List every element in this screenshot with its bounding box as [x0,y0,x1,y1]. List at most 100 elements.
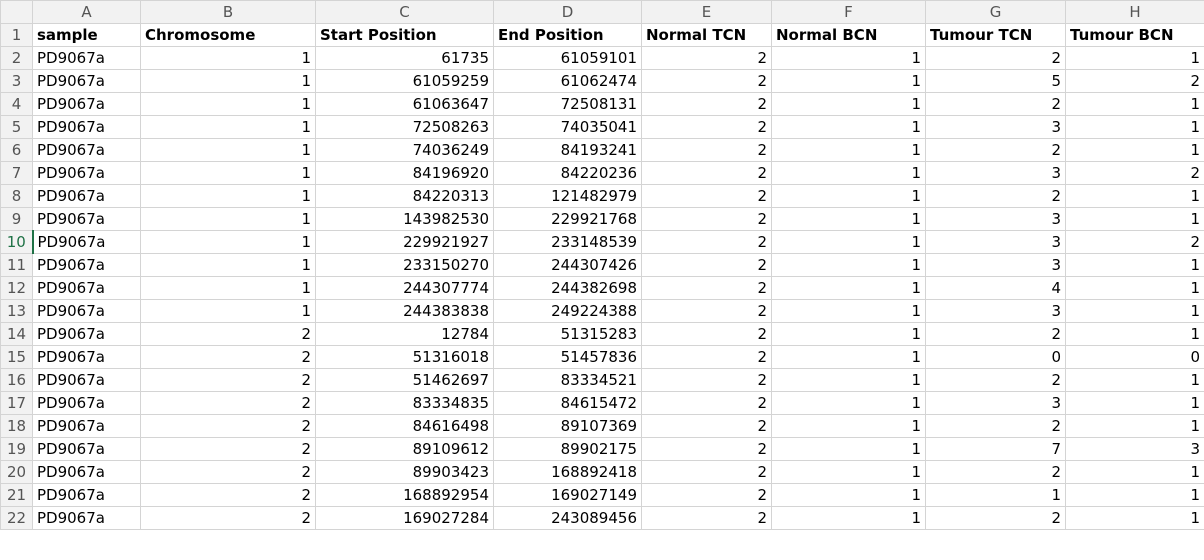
row-number[interactable]: 17 [0,391,33,415]
column-header-f[interactable]: F [771,0,926,24]
data-cell[interactable]: 1 [140,138,316,162]
column-header-b[interactable]: B [140,0,316,24]
data-cell[interactable]: 1 [771,69,926,93]
row-number[interactable]: 21 [0,483,33,507]
data-cell[interactable]: 1 [1065,460,1204,484]
data-cell[interactable]: 83334835 [315,391,494,415]
row-number[interactable]: 6 [0,138,33,162]
data-cell[interactable]: 1 [771,230,926,254]
data-cell[interactable]: 244383838 [315,299,494,323]
column-header-c[interactable]: C [315,0,494,24]
row-number[interactable]: 2 [0,46,33,70]
data-cell[interactable]: 61062474 [493,69,642,93]
data-cell[interactable]: PD9067a [32,299,141,323]
data-cell[interactable]: 2 [925,414,1066,438]
column-title-cell[interactable]: Start Position [315,23,494,47]
row-number[interactable]: 19 [0,437,33,461]
data-cell[interactable]: 143982530 [315,207,494,231]
data-cell[interactable]: 233148539 [493,230,642,254]
data-cell[interactable]: PD9067a [32,345,141,369]
column-header-a[interactable]: A [32,0,141,24]
data-cell[interactable]: 7 [925,437,1066,461]
data-cell[interactable]: 1 [1065,207,1204,231]
data-cell[interactable]: 2 [641,276,772,300]
data-cell[interactable]: 243089456 [493,506,642,530]
data-cell[interactable]: 2 [1065,161,1204,185]
data-cell[interactable]: 2 [641,184,772,208]
data-cell[interactable]: 2 [641,460,772,484]
column-title-cell[interactable]: End Position [493,23,642,47]
data-cell[interactable]: 3 [1065,437,1204,461]
data-cell[interactable]: 1 [771,345,926,369]
data-cell[interactable]: 2 [140,322,316,346]
data-cell[interactable]: 61059101 [493,46,642,70]
data-cell[interactable]: 2 [641,46,772,70]
column-title-cell[interactable]: Tumour BCN [1065,23,1204,47]
data-cell[interactable]: 61735 [315,46,494,70]
data-cell[interactable]: PD9067a [32,92,141,116]
data-cell[interactable]: 3 [925,391,1066,415]
column-title-cell[interactable]: sample [32,23,141,47]
data-cell[interactable]: 1 [771,437,926,461]
data-cell[interactable]: 1 [771,46,926,70]
data-cell[interactable]: PD9067a [32,391,141,415]
data-cell[interactable]: 2 [925,92,1066,116]
data-cell[interactable]: 1 [140,92,316,116]
row-number[interactable]: 15 [0,345,33,369]
row-number[interactable]: 14 [0,322,33,346]
data-cell[interactable]: 233150270 [315,253,494,277]
data-cell[interactable]: 1 [771,115,926,139]
data-cell[interactable]: PD9067a [32,368,141,392]
data-cell[interactable]: 2 [641,414,772,438]
data-cell[interactable]: 2 [641,161,772,185]
data-cell[interactable]: 5 [925,69,1066,93]
data-cell[interactable]: 2 [140,506,316,530]
row-number[interactable]: 3 [0,69,33,93]
data-cell[interactable]: 169027284 [315,506,494,530]
row-number[interactable]: 9 [0,207,33,231]
data-cell[interactable]: PD9067a [32,207,141,231]
data-cell[interactable]: 74036249 [315,138,494,162]
data-cell[interactable]: 1 [140,230,316,254]
data-cell[interactable]: 1 [1065,184,1204,208]
data-cell[interactable]: 84220236 [493,161,642,185]
data-cell[interactable]: 4 [925,276,1066,300]
data-cell[interactable]: 3 [925,161,1066,185]
data-cell[interactable]: 1 [140,184,316,208]
data-cell[interactable]: 2 [140,460,316,484]
data-cell[interactable]: 1 [771,414,926,438]
data-cell[interactable]: 83334521 [493,368,642,392]
data-cell[interactable]: 1 [771,322,926,346]
data-cell[interactable]: 2 [641,322,772,346]
data-cell[interactable]: 1 [1065,299,1204,323]
data-cell[interactable]: 2 [641,368,772,392]
data-cell[interactable]: 61059259 [315,69,494,93]
data-cell[interactable]: 3 [925,230,1066,254]
data-cell[interactable]: 89107369 [493,414,642,438]
data-cell[interactable]: 2 [641,483,772,507]
data-cell[interactable]: 244382698 [493,276,642,300]
data-cell[interactable]: 1 [771,391,926,415]
data-cell[interactable]: 1 [1065,483,1204,507]
data-cell[interactable]: 2 [140,437,316,461]
data-cell[interactable]: 1 [1065,46,1204,70]
data-cell[interactable]: PD9067a [32,437,141,461]
column-title-cell[interactable]: Normal BCN [771,23,926,47]
data-cell[interactable]: 0 [1065,345,1204,369]
data-cell[interactable]: 2 [641,69,772,93]
data-cell[interactable]: PD9067a [32,230,141,254]
data-cell[interactable]: 1 [140,161,316,185]
data-cell[interactable]: 3 [925,253,1066,277]
data-cell[interactable]: 72508131 [493,92,642,116]
data-cell[interactable]: 72508263 [315,115,494,139]
data-cell[interactable]: 168892418 [493,460,642,484]
data-cell[interactable]: 2 [925,506,1066,530]
column-title-cell[interactable]: Chromosome [140,23,316,47]
data-cell[interactable]: 1 [1065,92,1204,116]
data-cell[interactable]: PD9067a [32,69,141,93]
data-cell[interactable]: 2 [925,460,1066,484]
data-cell[interactable]: PD9067a [32,253,141,277]
data-cell[interactable]: 1 [771,483,926,507]
column-title-cell[interactable]: Tumour TCN [925,23,1066,47]
data-cell[interactable]: PD9067a [32,184,141,208]
